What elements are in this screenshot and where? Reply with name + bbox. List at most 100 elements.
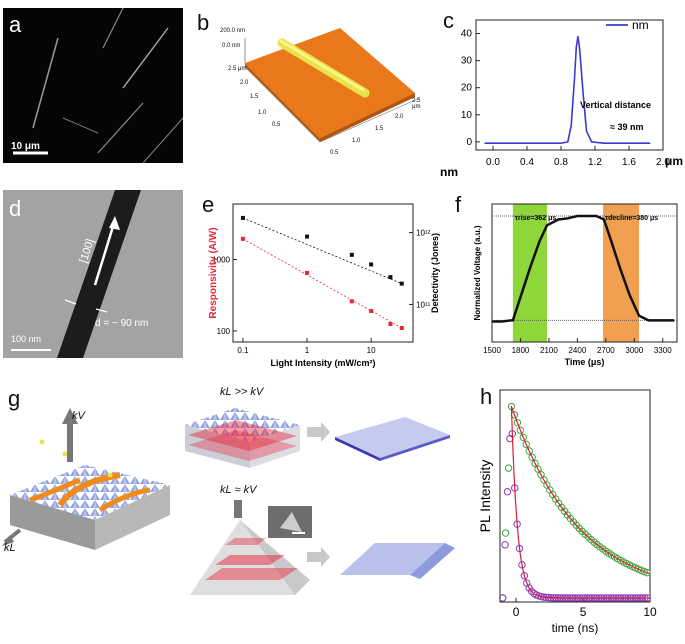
x-tick-label: 5 [580, 605, 587, 619]
point-detectivity [349, 252, 354, 257]
x-unit-label: μm [665, 154, 683, 168]
x-axis-label: Time (μs) [565, 357, 605, 367]
fit-curve-green [510, 405, 650, 575]
x-tick-label: 1800 [512, 346, 530, 355]
panel-f-label: f [455, 192, 462, 217]
pl-point-green [501, 529, 510, 537]
x-tick-label: 2100 [540, 346, 558, 355]
x-tick-label: 2.0 [656, 157, 670, 168]
point-responsivity [388, 322, 393, 327]
panel-g: g [0, 380, 470, 639]
x-tick-label: 3000 [625, 346, 643, 355]
point-responsivity [240, 236, 245, 241]
panel-b: b 200.0 nm 0.0 nm 2.5 μm 2.0 1.5 1.0 0.5… [190, 8, 430, 168]
kl-label: kL [4, 542, 16, 554]
point-detectivity [369, 262, 374, 267]
nanowire-micrograph [13, 7, 184, 164]
right-tick-1: 2.0 [395, 114, 404, 120]
x-tick-label: 0.0 [486, 157, 500, 168]
plot-frame [475, 19, 664, 151]
chart-e: 0.1 1 10 100 1000 10¹¹ 10¹² Light Intensity (mW… [208, 203, 440, 368]
panel-h: h 0 5 10 time (ns) PL Intensity [470, 380, 685, 639]
y-tick-label: 0 [466, 137, 472, 148]
panel-h-label: h [480, 384, 493, 409]
left-tick-4: 0.5 [272, 122, 281, 128]
pl-point-purple [527, 587, 536, 595]
y-axis-label: Responsivity (A/W) [208, 227, 219, 318]
x-axis-label: time (ns) [552, 621, 599, 635]
z-bottom-label: 0.0 nm [222, 43, 241, 49]
pl-point-purple [498, 594, 507, 602]
plot-frame [491, 203, 678, 343]
panel-c: c 0.0 0.4 0.8 1.2 1.6 2.0 0 10 20 30 40 nm μm nm Verti… [438, 8, 683, 186]
kv-label: kV [72, 410, 85, 422]
pl-point-green [643, 568, 651, 577]
left-tick-0: 2.5 μm [228, 66, 247, 72]
x-tick-label: 1.6 [622, 157, 636, 168]
panel-a-label: a [9, 12, 22, 37]
x-tick-label: 10 [643, 605, 657, 619]
afm-3d-plot [244, 28, 421, 143]
pl-point-purple [503, 488, 512, 496]
y2-axis-label: Detectivity (Jones) [430, 233, 440, 313]
point-detectivity [388, 275, 393, 280]
width-label: d = ~ 90 nm [95, 318, 149, 329]
chart-f: τrise=362 μs τdecline=380 μs 1500 1800 2100 2… [473, 203, 678, 367]
point-detectivity [399, 281, 404, 286]
panel-e: e 0.1 1 10 100 1000 10¹¹ 10¹² Light Intensity (… [188, 190, 450, 370]
right-tick-4: 0.5 [330, 150, 339, 156]
pl-point-green [534, 465, 542, 473]
panel-b-label: b [197, 10, 210, 35]
pl-point-purple [520, 572, 529, 580]
x-tick-label: 3300 [654, 346, 672, 355]
region-label: τrise=362 μs [515, 215, 557, 222]
y-unit-label: nm [440, 165, 458, 179]
right-tick-3: 1.0 [352, 138, 361, 144]
point-detectivity [240, 215, 245, 220]
panel-c-label: c [443, 8, 454, 33]
signal-trace [492, 214, 675, 323]
pl-point-green [516, 426, 525, 434]
pl-point-green [522, 440, 530, 449]
x-tick-label: 0.1 [237, 346, 249, 355]
y-tick-label: 30 [461, 56, 473, 67]
x-tick-label: 2400 [568, 346, 586, 355]
point-detectivity [305, 234, 310, 239]
x-tick-label: 1.2 [588, 157, 602, 168]
scale-bar-d-label: 100 nm [11, 334, 42, 344]
panel-f: f τrise=362 μs τdecline=380 μs 1500 1800 210… [452, 190, 684, 370]
y-tick-label: 100 [217, 327, 231, 336]
y-tick-label: 10 [461, 110, 473, 121]
panel-d-label: d [9, 196, 22, 221]
x-tick-label: 1 [305, 346, 310, 355]
x-axis-label: Light Intensity (mW/cm²) [271, 358, 376, 368]
x-tick-label: 0.8 [554, 157, 568, 168]
plot-frame [232, 203, 414, 343]
pl-point-green [519, 433, 528, 442]
fit-line-responsivity [242, 238, 402, 329]
panel-d: d [100] d = ~ 90 nm 100 nm [3, 190, 183, 358]
panel-a: a 10 μm [3, 7, 184, 164]
plot-frame [499, 389, 651, 603]
x-tick-label: 10 [367, 346, 376, 355]
cond-bottom-label: kL ≈ kV [220, 484, 257, 496]
chart-h: 0 5 10 time (ns) PL Intensity [477, 389, 657, 635]
scale-bar-label: 10 μm [11, 141, 40, 152]
panel-g-label: g [8, 386, 21, 411]
pl-point-green [528, 453, 536, 461]
left-tick-3: 1.0 [258, 110, 267, 116]
tem-image [3, 190, 183, 358]
y-tick-label: 20 [461, 83, 473, 94]
left-tick-2: 1.5 [250, 94, 259, 100]
shaded-region [512, 204, 548, 342]
panel-e-label: e [202, 192, 215, 217]
pl-point-green [525, 447, 533, 455]
annotation-title: Vertical distance [580, 100, 651, 110]
cond-top-label: kL >> kV [220, 386, 264, 398]
series-line-nm [484, 36, 651, 145]
growth-schematic [2, 408, 455, 595]
y-tick-label: 1000 [212, 256, 230, 265]
pl-point-purple [501, 541, 509, 549]
x-tick-label: 0.4 [520, 157, 534, 168]
region-label: τdecline=380 μs [605, 215, 658, 222]
